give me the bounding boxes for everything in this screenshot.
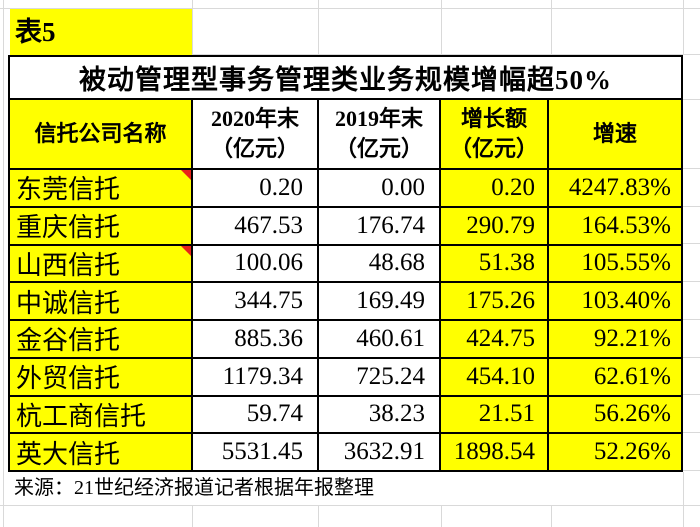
header-line: （亿元） <box>449 136 538 161</box>
value-2020-cell[interactable]: 100.06 <box>193 245 317 282</box>
growth-amount-cell[interactable]: 21.51 <box>441 396 547 433</box>
gridline <box>683 0 684 55</box>
source-note[interactable]: 来源：21世纪经济报道记者根据年报整理 <box>14 477 374 499</box>
gridline <box>318 0 319 55</box>
value-2020-cell[interactable]: 344.75 <box>193 283 317 319</box>
growth-rate-cell[interactable]: 103.40% <box>549 283 681 319</box>
growth-amount-cell[interactable]: 290.79 <box>441 207 547 244</box>
header-line: 信托公司名称 <box>34 121 167 146</box>
comment-marker-icon <box>181 245 191 256</box>
table-title-cell[interactable]: 被动管理型事务管理类业务规模增幅超50% <box>10 57 681 98</box>
gridline <box>683 432 700 433</box>
gridline <box>0 505 700 506</box>
company-cell[interactable]: 山西信托 <box>10 245 191 282</box>
gridline <box>683 168 700 169</box>
header-line: 2019年末 <box>334 106 423 131</box>
company-cell[interactable]: 英大信托 <box>10 434 191 470</box>
growth-rate-cell[interactable]: 164.53% <box>549 207 681 244</box>
gridline <box>0 8 700 9</box>
company-cell[interactable]: 金谷信托 <box>10 321 191 357</box>
company-cell[interactable]: 杭工商信托 <box>10 396 191 433</box>
gridline <box>683 319 700 320</box>
value-2019-cell[interactable]: 3632.91 <box>319 434 439 470</box>
value-2020-cell[interactable]: 885.36 <box>193 321 317 357</box>
gridline <box>683 99 700 100</box>
gridline <box>192 505 193 527</box>
growth-rate-cell[interactable]: 56.26% <box>549 396 681 433</box>
gridline <box>3 0 4 527</box>
growth-amount-cell[interactable]: 0.20 <box>441 170 547 206</box>
gridline <box>683 243 700 244</box>
column-header-growth-rate[interactable]: 增速 <box>549 100 681 168</box>
value-2019-cell[interactable]: 0.00 <box>319 170 439 206</box>
growth-rate-cell[interactable]: 92.21% <box>549 321 681 357</box>
gridline <box>551 0 552 55</box>
growth-amount-cell[interactable]: 454.10 <box>441 358 547 395</box>
growth-rate-cell[interactable]: 105.55% <box>549 245 681 282</box>
trust-growth-table: 被动管理型事务管理类业务规模增幅超50% 信托公司名称 2020年末 （亿元） … <box>8 55 683 472</box>
value-2020-cell[interactable]: 5531.45 <box>193 434 317 470</box>
gridline <box>441 505 442 527</box>
growth-rate-cell[interactable]: 52.26% <box>549 434 681 470</box>
gridline <box>683 357 700 358</box>
gridline <box>683 505 684 527</box>
gridline <box>683 394 700 395</box>
header-line: 2020年末 <box>210 106 299 131</box>
company-cell[interactable]: 外贸信托 <box>10 358 191 395</box>
company-cell[interactable]: 重庆信托 <box>10 207 191 244</box>
value-2019-cell[interactable]: 48.68 <box>319 245 439 282</box>
growth-rate-cell[interactable]: 62.61% <box>549 358 681 395</box>
gridline <box>441 0 442 55</box>
value-2020-cell[interactable]: 0.20 <box>193 170 317 206</box>
gridline <box>192 54 700 55</box>
gridline <box>683 206 700 207</box>
growth-rate-cell[interactable]: 4247.83% <box>549 170 681 206</box>
header-line: （亿元） <box>334 136 423 161</box>
growth-amount-cell[interactable]: 175.26 <box>441 283 547 319</box>
value-2019-cell[interactable]: 169.49 <box>319 283 439 319</box>
gridline <box>683 472 684 505</box>
header-line: 增长额 <box>460 106 527 131</box>
value-2019-cell[interactable]: 725.24 <box>319 358 439 395</box>
value-2019-cell[interactable]: 38.23 <box>319 396 439 433</box>
value-2020-cell[interactable]: 467.53 <box>193 207 317 244</box>
gridline <box>683 281 700 282</box>
company-cell[interactable]: 中诚信托 <box>10 283 191 319</box>
growth-amount-cell[interactable]: 51.38 <box>441 245 547 282</box>
gridline <box>318 505 319 527</box>
value-2020-cell[interactable]: 1179.34 <box>193 358 317 395</box>
column-header-company[interactable]: 信托公司名称 <box>10 100 191 168</box>
value-2020-cell[interactable]: 59.74 <box>193 396 317 433</box>
column-header-growth-amount[interactable]: 增长额 （亿元） <box>441 100 547 168</box>
value-2019-cell[interactable]: 460.61 <box>319 321 439 357</box>
table-tag-cell[interactable]: 表5 <box>10 9 192 55</box>
column-header-2019[interactable]: 2019年末 （亿元） <box>319 100 439 168</box>
gridline <box>192 0 193 55</box>
growth-amount-cell[interactable]: 1898.54 <box>441 434 547 470</box>
header-line: （亿元） <box>210 136 299 161</box>
value-2019-cell[interactable]: 176.74 <box>319 207 439 244</box>
header-line: 增速 <box>592 121 637 146</box>
gridline <box>551 505 552 527</box>
comment-marker-icon <box>181 170 191 180</box>
gridline <box>683 470 700 471</box>
company-cell[interactable]: 东莞信托 <box>10 170 191 206</box>
growth-amount-cell[interactable]: 424.75 <box>441 321 547 357</box>
column-header-2020[interactable]: 2020年末 （亿元） <box>193 100 317 168</box>
